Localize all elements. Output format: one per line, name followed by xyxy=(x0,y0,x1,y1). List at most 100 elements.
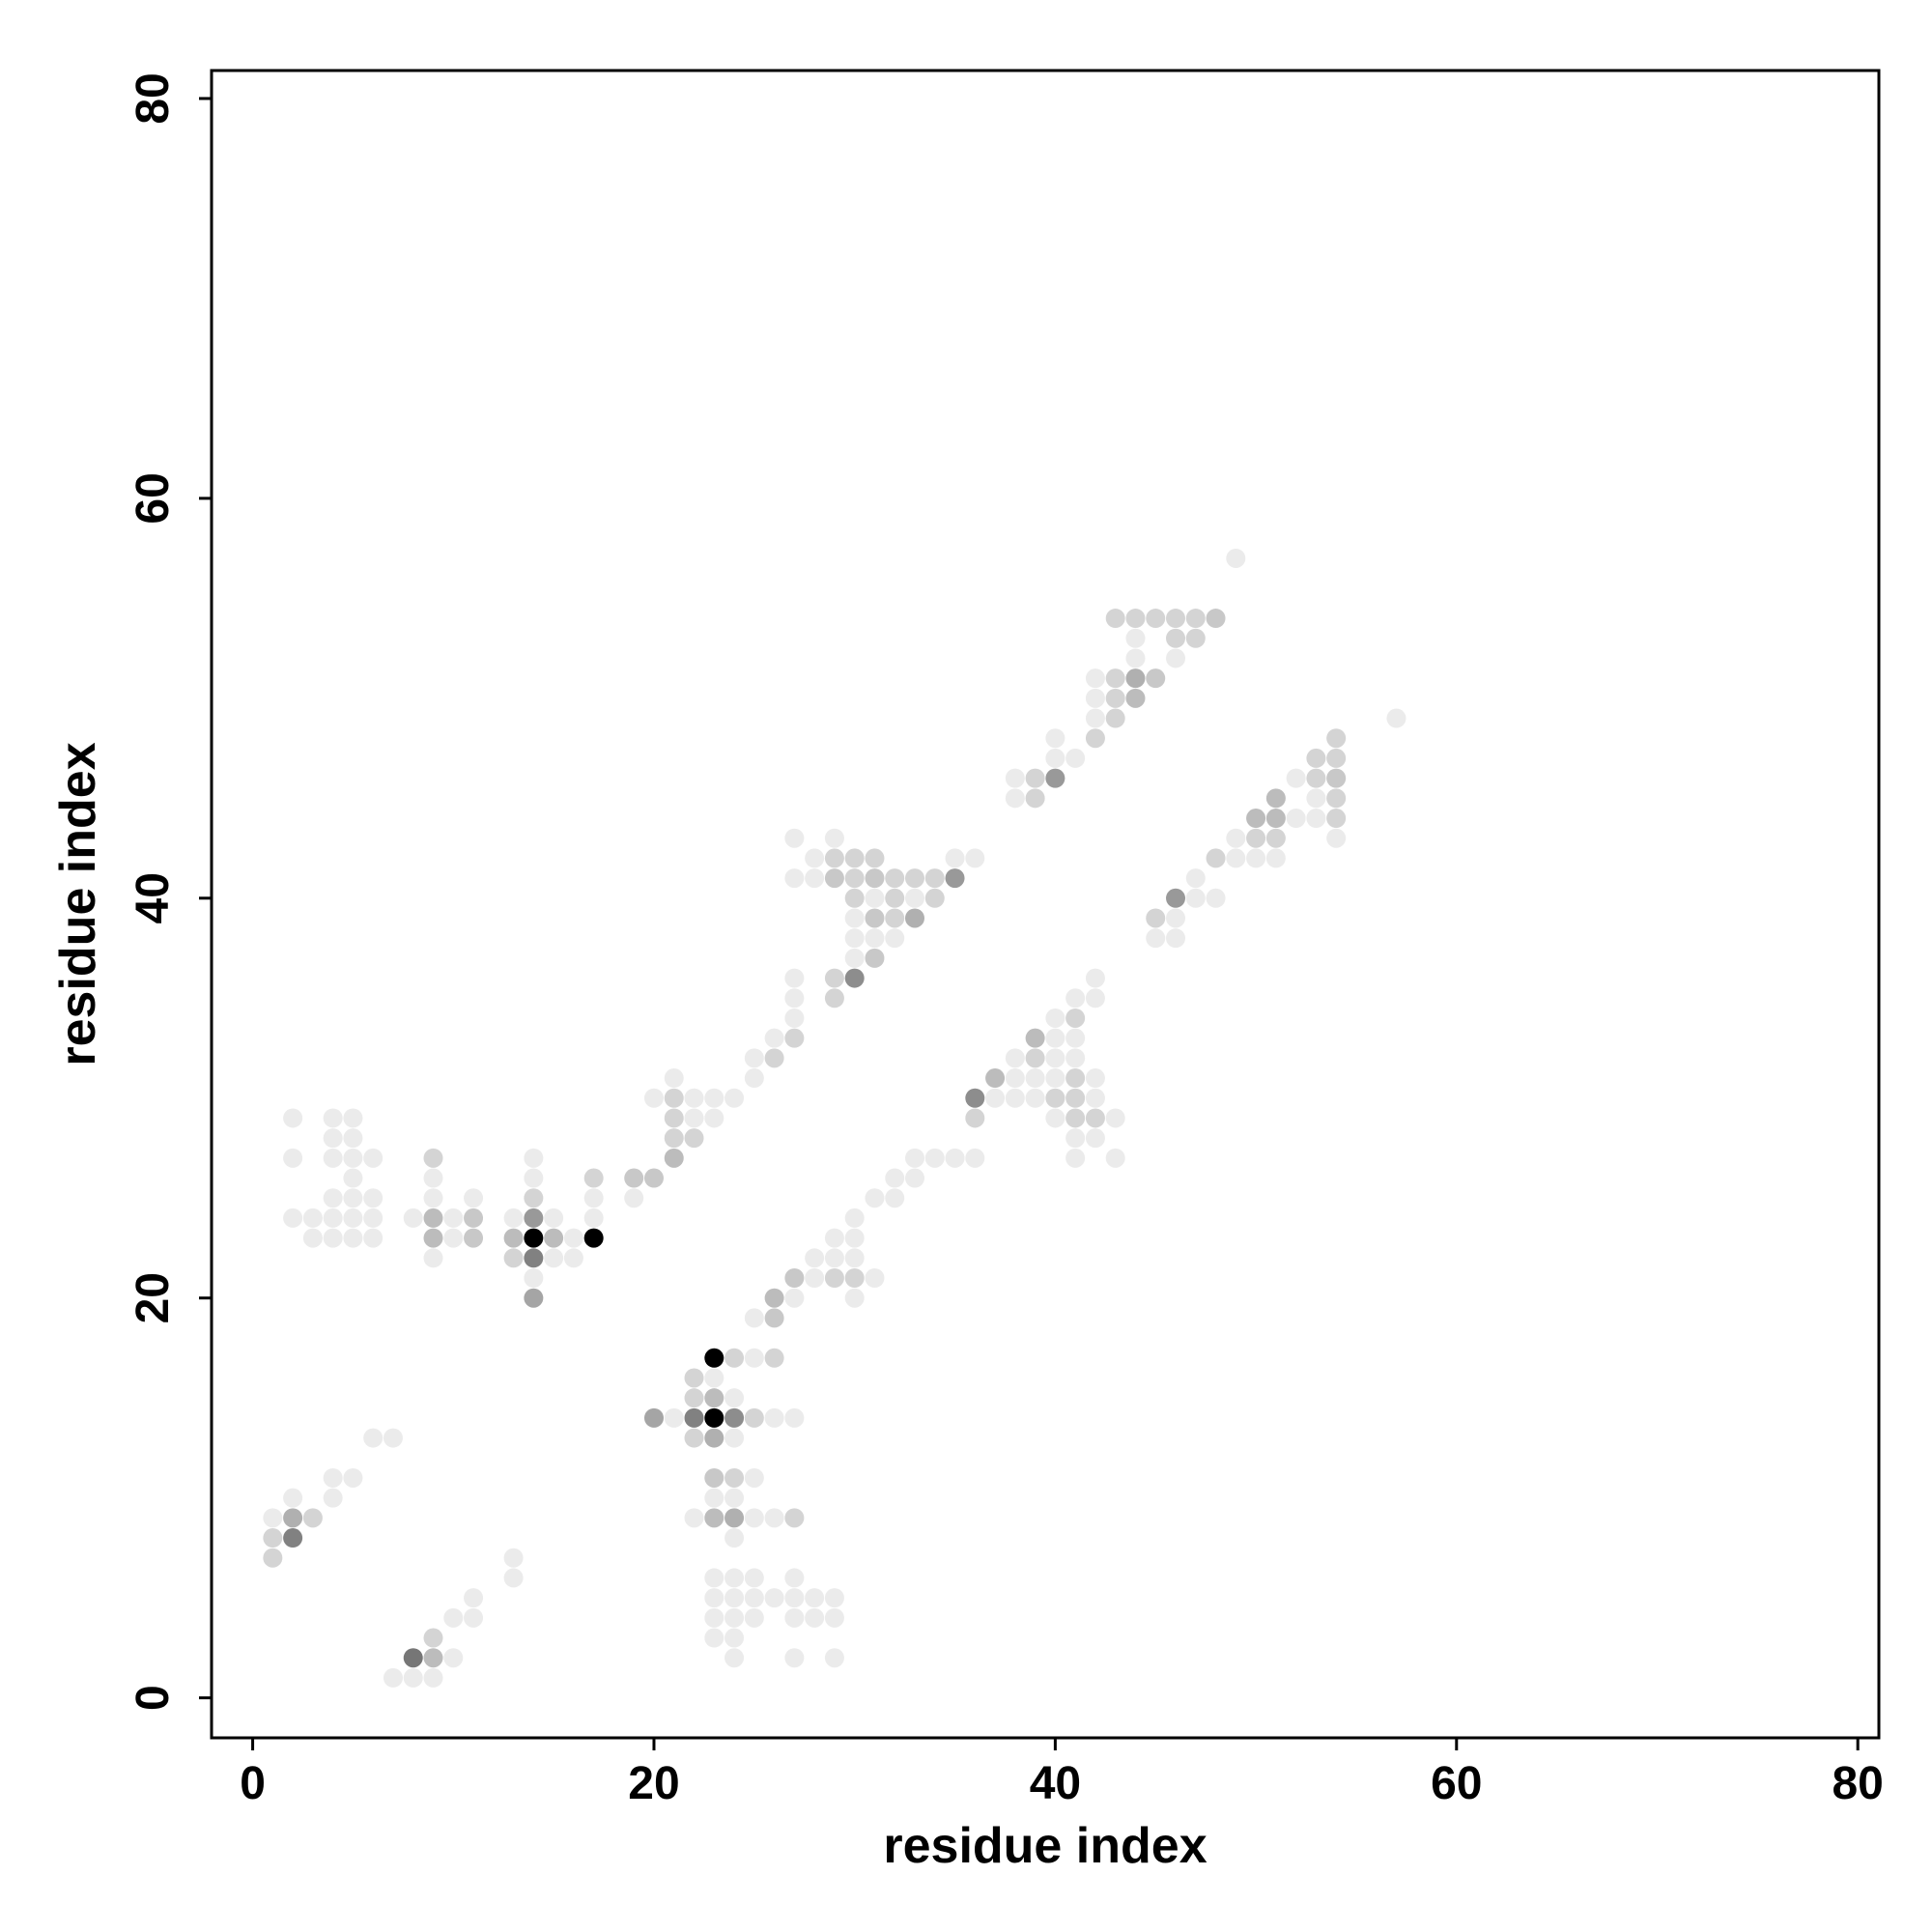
contact-point xyxy=(1306,768,1326,788)
contact-point xyxy=(464,1588,484,1608)
contact-point xyxy=(1105,688,1125,708)
contact-point xyxy=(885,928,905,949)
contact-point xyxy=(1146,908,1166,928)
contact-point xyxy=(1025,1028,1045,1048)
contact-point xyxy=(704,1428,724,1448)
contact-point xyxy=(764,1348,784,1368)
contact-point xyxy=(764,1028,784,1048)
contact-point xyxy=(544,1208,564,1228)
contact-point xyxy=(824,1248,844,1268)
contact-point xyxy=(865,868,885,889)
x-tick-label: 20 xyxy=(628,1758,679,1809)
contact-point xyxy=(1306,788,1326,809)
contact-point xyxy=(824,968,844,988)
contact-point xyxy=(724,1628,745,1648)
contact-point xyxy=(764,1588,784,1608)
contact-point xyxy=(1166,628,1186,648)
contact-point xyxy=(1025,1068,1045,1089)
contact-point xyxy=(1045,728,1065,749)
contact-point xyxy=(805,868,825,889)
contact-point xyxy=(885,1168,905,1188)
contact-point xyxy=(1105,668,1125,689)
contact-point xyxy=(764,1048,784,1068)
contact-point xyxy=(724,1648,745,1668)
contact-point xyxy=(283,1108,303,1128)
contact-point xyxy=(724,1607,745,1628)
contact-point xyxy=(1085,688,1105,708)
contact-point xyxy=(744,1407,764,1428)
x-tick-label: 60 xyxy=(1431,1758,1482,1809)
contact-point xyxy=(443,1648,464,1668)
contact-point xyxy=(945,848,965,868)
contact-point xyxy=(423,1208,443,1228)
contact-point xyxy=(343,1208,363,1228)
contact-point xyxy=(1065,1108,1086,1128)
contact-point xyxy=(664,1148,684,1168)
y-tick-label: 0 xyxy=(128,1685,179,1711)
contact-point xyxy=(283,1508,303,1528)
contact-point xyxy=(1125,628,1146,648)
contact-point xyxy=(1125,609,1146,629)
contact-point xyxy=(283,1208,303,1228)
contact-point xyxy=(784,1607,805,1628)
contact-point xyxy=(464,1228,484,1248)
contact-point xyxy=(684,1108,704,1128)
contact-point xyxy=(544,1228,564,1248)
contact-point xyxy=(1246,809,1266,829)
contact-point xyxy=(684,1508,704,1528)
contact-point xyxy=(1206,848,1226,868)
contact-point xyxy=(1306,809,1326,829)
contact-point xyxy=(343,1228,363,1248)
contact-point xyxy=(524,1248,544,1268)
contact-point xyxy=(865,948,885,968)
contact-point xyxy=(724,1407,745,1428)
contact-point xyxy=(583,1168,604,1188)
contact-point xyxy=(904,868,924,889)
contact-point xyxy=(724,1568,745,1588)
contact-point xyxy=(684,1088,704,1108)
contact-point xyxy=(724,1428,745,1448)
contact-point xyxy=(844,908,865,928)
contact-point xyxy=(1306,748,1326,768)
contact-point xyxy=(403,1648,423,1668)
contact-point xyxy=(764,1508,784,1528)
contact-point xyxy=(844,1288,865,1308)
contact-point xyxy=(423,1248,443,1268)
contact-point xyxy=(885,868,905,889)
contact-point xyxy=(464,1188,484,1208)
contact-point xyxy=(1005,788,1025,809)
contact-point xyxy=(263,1508,283,1528)
contact-point xyxy=(1045,1048,1065,1068)
contact-point xyxy=(443,1208,464,1228)
contact-point xyxy=(904,888,924,908)
contact-point xyxy=(844,1248,865,1268)
contact-point xyxy=(1265,788,1286,809)
x-tick-label: 80 xyxy=(1832,1758,1883,1809)
contact-point xyxy=(403,1667,423,1688)
contact-point xyxy=(904,1168,924,1188)
contact-point xyxy=(764,1308,784,1328)
contact-point xyxy=(1206,888,1226,908)
contact-point xyxy=(323,1228,343,1248)
contact-point xyxy=(1386,708,1406,728)
contact-point xyxy=(1206,609,1226,629)
contact-point xyxy=(524,1208,544,1228)
contact-point xyxy=(924,868,945,889)
contact-point xyxy=(824,868,844,889)
contact-point xyxy=(805,1268,825,1289)
contact-point xyxy=(563,1228,583,1248)
contact-point xyxy=(704,1628,724,1648)
contact-point xyxy=(1326,809,1347,829)
contact-point xyxy=(1105,1108,1125,1128)
contact-point xyxy=(965,1148,985,1168)
contact-point xyxy=(1065,1068,1086,1089)
contact-point xyxy=(443,1607,464,1628)
contact-point xyxy=(724,1467,745,1488)
contact-point xyxy=(824,828,844,848)
contact-point xyxy=(724,1508,745,1528)
x-tick-label: 40 xyxy=(1030,1758,1081,1809)
contact-point xyxy=(1045,1028,1065,1048)
contact-point xyxy=(443,1228,464,1248)
contact-point xyxy=(904,908,924,928)
contact-point xyxy=(704,1388,724,1408)
